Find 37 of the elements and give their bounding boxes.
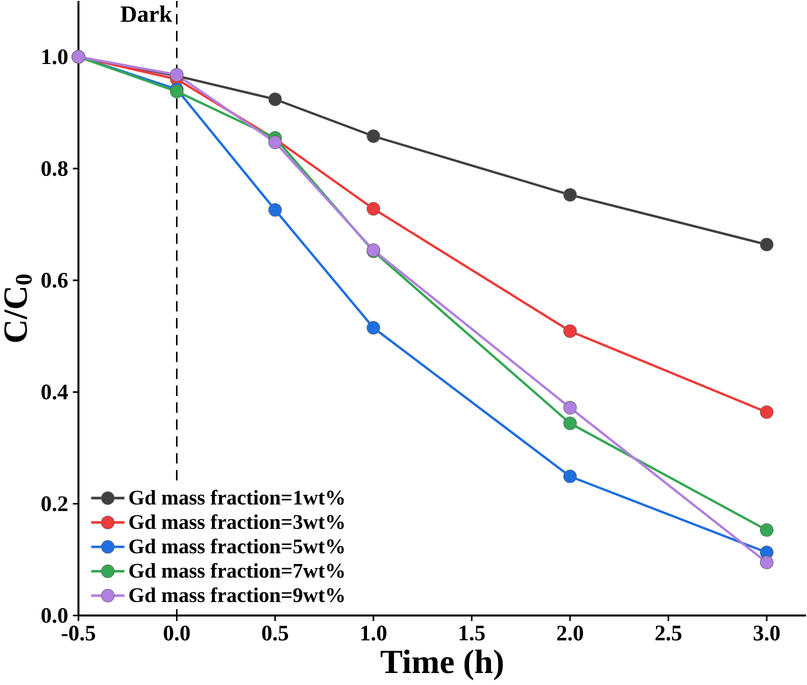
point bbox=[563, 470, 577, 484]
point bbox=[760, 524, 774, 538]
point bbox=[268, 92, 282, 106]
legend-label: Gd mass fraction=7wt% bbox=[129, 563, 344, 578]
point bbox=[366, 130, 380, 144]
point bbox=[760, 238, 774, 252]
x-tick-label: 0.0 bbox=[164, 626, 190, 641]
point bbox=[563, 416, 577, 430]
point bbox=[563, 188, 577, 202]
ref-line-label: Dark bbox=[120, 6, 172, 22]
x-tick-label: 2.0 bbox=[557, 626, 584, 641]
legend-label: Gd mass fraction=1wt% bbox=[129, 490, 344, 505]
x-tick-label: 3.0 bbox=[754, 626, 780, 641]
x-tick-label: -0.5 bbox=[62, 626, 96, 641]
point bbox=[366, 321, 380, 335]
point bbox=[760, 556, 774, 570]
legend-label: Gd mass fraction=3wt% bbox=[129, 514, 344, 530]
point bbox=[760, 406, 774, 420]
point bbox=[268, 203, 282, 217]
y-tick-label: 0.2 bbox=[42, 496, 68, 512]
x-tick-label: 1.5 bbox=[460, 626, 485, 641]
y-tick-label: 0.0 bbox=[42, 608, 68, 624]
x-tick-label: 0.5 bbox=[262, 626, 288, 641]
y-axis-title: C/C$_{0}$ bbox=[4, 274, 32, 342]
y-tick-label: 0.6 bbox=[42, 273, 68, 288]
legend-label: Gd mass fraction=5wt% bbox=[129, 538, 344, 554]
point bbox=[563, 324, 577, 338]
point bbox=[268, 136, 282, 150]
x-tick-label: 2.5 bbox=[656, 626, 682, 641]
point bbox=[563, 401, 577, 415]
y-tick-label: 1.0 bbox=[42, 50, 68, 65]
y-tick-label: 0.4 bbox=[42, 384, 68, 400]
x-tick-label: 1.0 bbox=[361, 626, 386, 641]
y-tick-label: 0.8 bbox=[42, 161, 68, 176]
point bbox=[366, 202, 380, 216]
x-axis-title: Time (h) bbox=[380, 650, 503, 680]
legend-label: Gd mass fraction=9wt% bbox=[129, 588, 344, 602]
